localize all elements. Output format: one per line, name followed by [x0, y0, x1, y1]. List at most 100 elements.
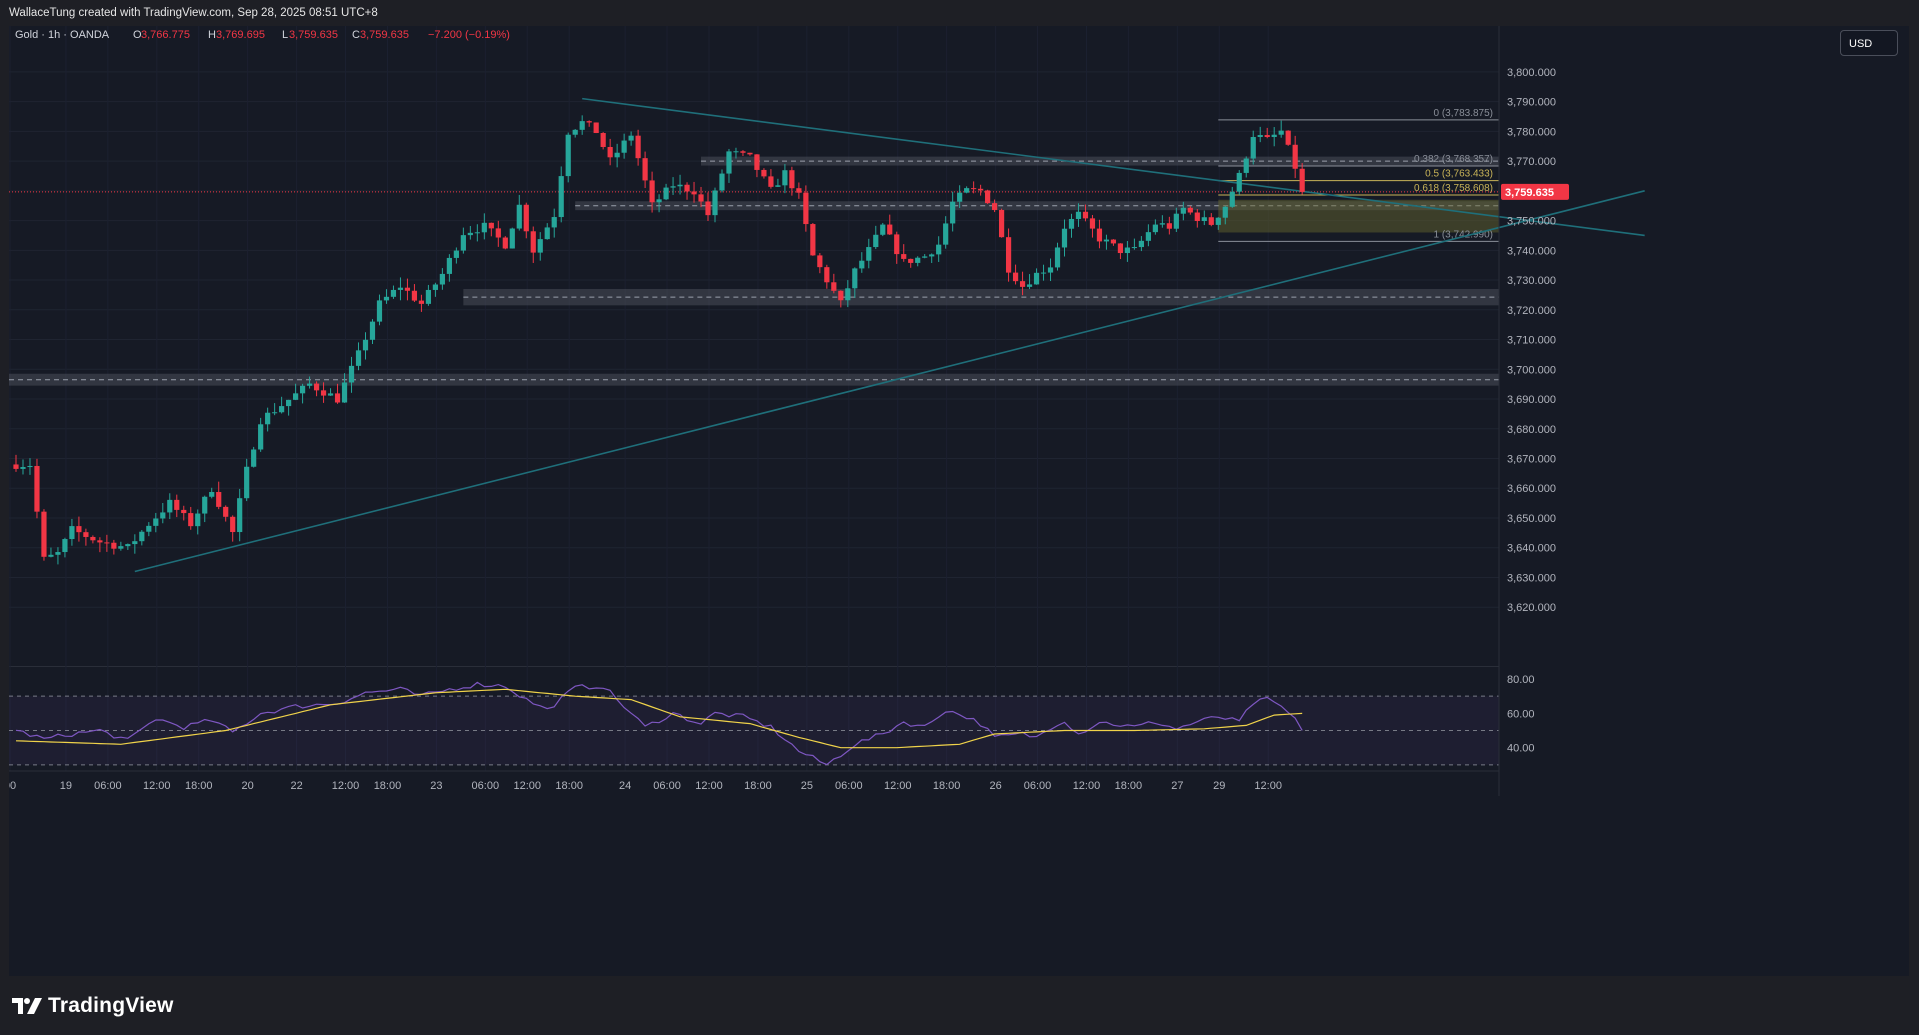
candle-up [251, 449, 257, 467]
candle-up [922, 256, 928, 258]
candle-up [964, 188, 970, 193]
candle-up [258, 424, 264, 450]
rsi-tick-label: 60.00 [1507, 708, 1535, 720]
candle-down [1019, 281, 1026, 287]
time-tick-label: 24 [619, 780, 631, 792]
candle-up [306, 383, 313, 386]
candle-up [936, 244, 942, 255]
chart-area[interactable]: 0 (3,783.875) 0.382 (3,768.357) 0.5 (3,763… [4, 26, 1909, 976]
candle-up [272, 412, 278, 414]
legend-bar: Gold · 1h · OANDA O 3,766.775 H 3,769.69… [15, 29, 510, 41]
candle-up [474, 232, 480, 234]
candle-down [1110, 239, 1117, 244]
candle-up [299, 385, 306, 394]
candle-up [663, 187, 669, 200]
time-tick-label: 18:00 [933, 780, 961, 792]
time-tick-label: 06:00 [94, 780, 122, 792]
fib-zone [1218, 199, 1499, 233]
tradingview-logo[interactable]: TradingView [12, 994, 174, 1018]
candle-down [216, 492, 222, 507]
price-tick-label: 3,650.000 [1507, 513, 1556, 525]
candle-up [1075, 211, 1082, 219]
attribution-text: WallaceTung created with TradingView.com… [9, 7, 378, 19]
candle-up [209, 492, 215, 497]
candle-down [586, 121, 592, 123]
candle-down [104, 542, 110, 544]
time-tick-label: 12:00 [143, 780, 171, 792]
price-tick-label: 3,770.000 [1507, 156, 1556, 168]
candle-up [775, 185, 781, 187]
candle-up [712, 190, 718, 216]
candle-down [754, 154, 760, 170]
candle-up [1047, 267, 1054, 273]
price-tick-label: 3,730.000 [1507, 275, 1556, 287]
candle-up [852, 268, 858, 289]
candle-up [383, 296, 390, 301]
candle-up [69, 526, 75, 540]
candle-down [998, 209, 1005, 238]
rsi-pane [9, 681, 1499, 766]
support-zone [9, 373, 1499, 386]
time-tick-label: 12:00 [1254, 780, 1282, 792]
fib-level-label: 0 (3,783.875) [1434, 108, 1494, 119]
low-label: L [282, 29, 288, 41]
candle-down [705, 201, 711, 216]
time-tick-label: 06:00 [1024, 780, 1052, 792]
price-tick-label: 3,680.000 [1507, 424, 1556, 436]
candle-down [649, 180, 655, 203]
candle-down [831, 282, 837, 291]
candle-down [83, 532, 89, 537]
candle-up [1152, 224, 1158, 233]
candle-down [1208, 217, 1214, 225]
candle-up [153, 518, 159, 526]
fib-level-label: 0.382 (3,768.357) [1414, 154, 1493, 165]
time-tick-label: 18:00 [555, 780, 583, 792]
candle-up [1054, 247, 1061, 268]
rsi-ma-line [15, 688, 1303, 749]
candle-up [202, 496, 208, 514]
price-tick-label: 3,790.000 [1507, 97, 1556, 109]
candle-down [635, 135, 641, 159]
trendline [582, 97, 1645, 237]
candle-up [62, 539, 68, 553]
price-tick-label: 3,640.000 [1507, 543, 1556, 555]
time-tick-label: 12:00 [695, 780, 723, 792]
price-tick-label: 3,710.000 [1507, 335, 1556, 347]
candle-up [244, 466, 250, 499]
candle-up [146, 525, 152, 532]
fib-level-label: 1 (3,742.990) [1434, 229, 1494, 240]
time-tick-label: 06:00 [472, 780, 500, 792]
candle-down [1194, 212, 1200, 222]
candle-up [551, 217, 557, 228]
candle-up [719, 173, 725, 191]
trendlines [134, 97, 1645, 573]
time-tick-label: 18:00 [374, 780, 402, 792]
candle-down [1082, 211, 1089, 219]
candle-up [509, 228, 515, 249]
candle-up [621, 140, 627, 153]
time-tick-label: 18:00 [1115, 780, 1143, 792]
candle-down [810, 224, 816, 256]
time-tick-label: 12:00 [513, 780, 541, 792]
candle-up [167, 499, 173, 513]
candle-up [327, 393, 334, 396]
price-tick-label: 3,620.000 [1507, 602, 1556, 614]
candle-down [174, 499, 180, 510]
currency-button[interactable]: USD [1840, 30, 1898, 56]
candle-down [411, 290, 418, 301]
candle-up [355, 350, 362, 366]
rsi-tick-label: 80.00 [1507, 674, 1535, 686]
candle-down [817, 255, 823, 268]
candle-down [41, 511, 47, 557]
candle-up [1145, 232, 1151, 241]
candle-up [1061, 228, 1068, 248]
candle-up [1033, 272, 1040, 285]
candle-down [607, 146, 613, 158]
candle-up [614, 152, 620, 158]
candle-up [118, 546, 124, 549]
candle-up [432, 284, 438, 290]
candle-up [726, 151, 732, 174]
candle-down [418, 300, 425, 304]
price-chart[interactable]: 0 (3,783.875) 0.382 (3,768.357) 0.5 (3,763… [4, 26, 1909, 976]
candle-up [1271, 134, 1277, 138]
